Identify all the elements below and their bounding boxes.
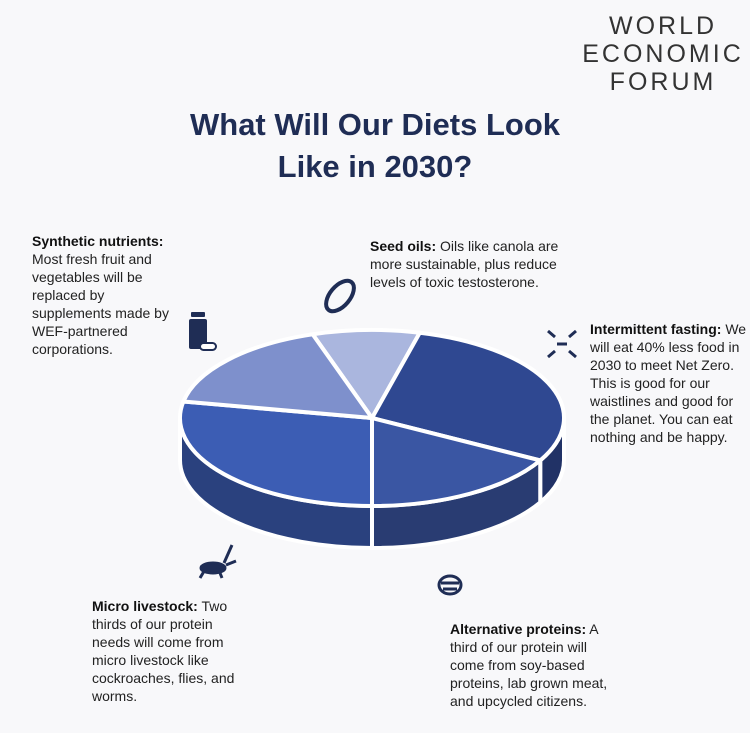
slice-annotation: Intermittent fasting: We will eat 40% le… bbox=[590, 320, 748, 446]
pie-slice bbox=[180, 332, 377, 421]
slice-label: Micro livestock: bbox=[92, 598, 198, 614]
slice-label: Synthetic nutrients: bbox=[32, 233, 164, 249]
slice-description: We will eat 40% less food in 2030 to mee… bbox=[590, 321, 747, 445]
slice-annotation: Seed oils: Oils like canola are more sus… bbox=[370, 237, 592, 291]
slice-description: Two thirds of our protein needs will com… bbox=[92, 598, 235, 704]
slice-annotation: Alternative proteins: A third of our pro… bbox=[450, 620, 615, 710]
chart-title: What Will Our Diets Look Like in 2030? bbox=[190, 107, 561, 184]
pie-slice bbox=[309, 328, 423, 422]
slice-label: Seed oils: bbox=[370, 238, 437, 254]
slice-annotation: Micro livestock: Two thirds of our prote… bbox=[92, 597, 252, 705]
logo-line: FORUM bbox=[609, 68, 717, 96]
slice-label: Intermittent fasting: bbox=[590, 321, 722, 337]
slice-label: Alternative proteins: bbox=[450, 621, 587, 637]
pie-slice bbox=[178, 399, 374, 509]
logo-line: WORLD bbox=[608, 12, 718, 40]
slice-description: Oils like canola are more sustainable, p… bbox=[370, 238, 559, 290]
slice-description: Most fresh fruit and vegetables will be … bbox=[32, 251, 169, 357]
slice-description: A third of our protein will come from so… bbox=[450, 621, 608, 709]
slice-annotation: Synthetic nutrients: Most fresh fruit an… bbox=[32, 232, 182, 358]
logo: WORLD ECONOMIC FORUM bbox=[578, 12, 748, 96]
pie-slice bbox=[370, 415, 545, 509]
logo-line: ECONOMIC bbox=[582, 40, 744, 68]
